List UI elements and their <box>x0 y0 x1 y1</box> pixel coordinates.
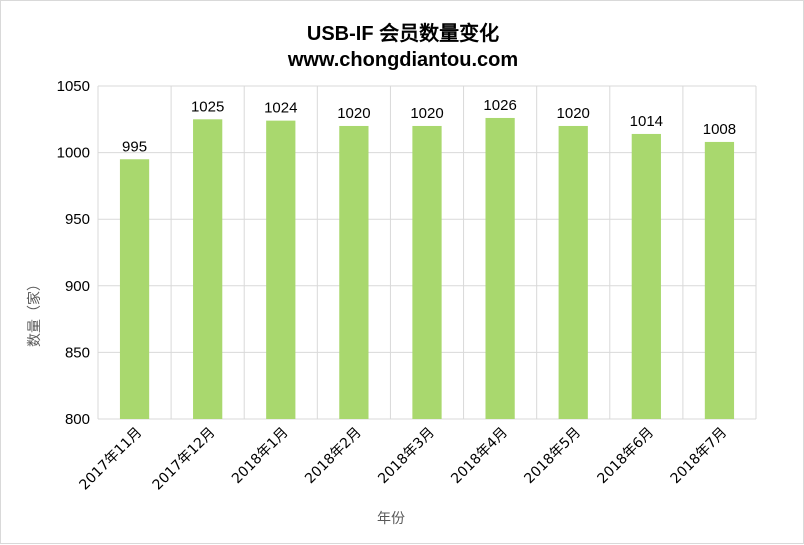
data-label: 1020 <box>410 105 443 122</box>
chart-subtitle: www.chongdiantou.com <box>287 49 519 71</box>
x-tick-label: 2018年2月 <box>302 425 365 488</box>
x-tick-label: 2018年3月 <box>375 425 438 488</box>
chart-title: USB-IF 会员数量变化 <box>306 23 500 45</box>
x-tick-label: 2018年5月 <box>521 425 584 488</box>
x-tick-label: 2018年1月 <box>229 425 292 488</box>
data-label: 1020 <box>557 105 590 122</box>
y-tick-label: 800 <box>65 411 90 428</box>
x-tick-label: 2018年4月 <box>448 425 511 488</box>
y-tick-label: 1050 <box>57 78 90 95</box>
data-label: 1026 <box>483 97 516 114</box>
x-tick-label: 2018年7月 <box>668 425 731 488</box>
bar <box>266 120 296 419</box>
y-tick-label: 950 <box>65 211 90 228</box>
data-label: 1025 <box>191 98 224 115</box>
y-tick-label: 1000 <box>57 145 90 162</box>
bar <box>119 159 150 419</box>
y-tick-label: 900 <box>65 278 90 295</box>
data-label: 995 <box>122 138 147 155</box>
y-axis-label: 数量（家） <box>26 277 43 347</box>
y-tick-label: 850 <box>65 344 90 361</box>
bar <box>631 133 661 419</box>
data-label: 1020 <box>337 105 370 122</box>
bar <box>193 119 223 420</box>
bar <box>485 117 515 419</box>
data-label: 1008 <box>703 121 736 138</box>
data-label: 1014 <box>630 113 663 130</box>
bar <box>558 125 588 420</box>
x-tick-label: 2017年11月 <box>76 425 145 494</box>
bar <box>412 125 442 420</box>
bar <box>339 125 369 420</box>
x-tick-label: 2018年6月 <box>595 425 658 488</box>
x-tick-label: 2017年12月 <box>150 425 219 494</box>
x-axis-label: 年份 <box>377 511 405 527</box>
bar <box>704 141 735 419</box>
data-label: 1024 <box>264 100 297 117</box>
